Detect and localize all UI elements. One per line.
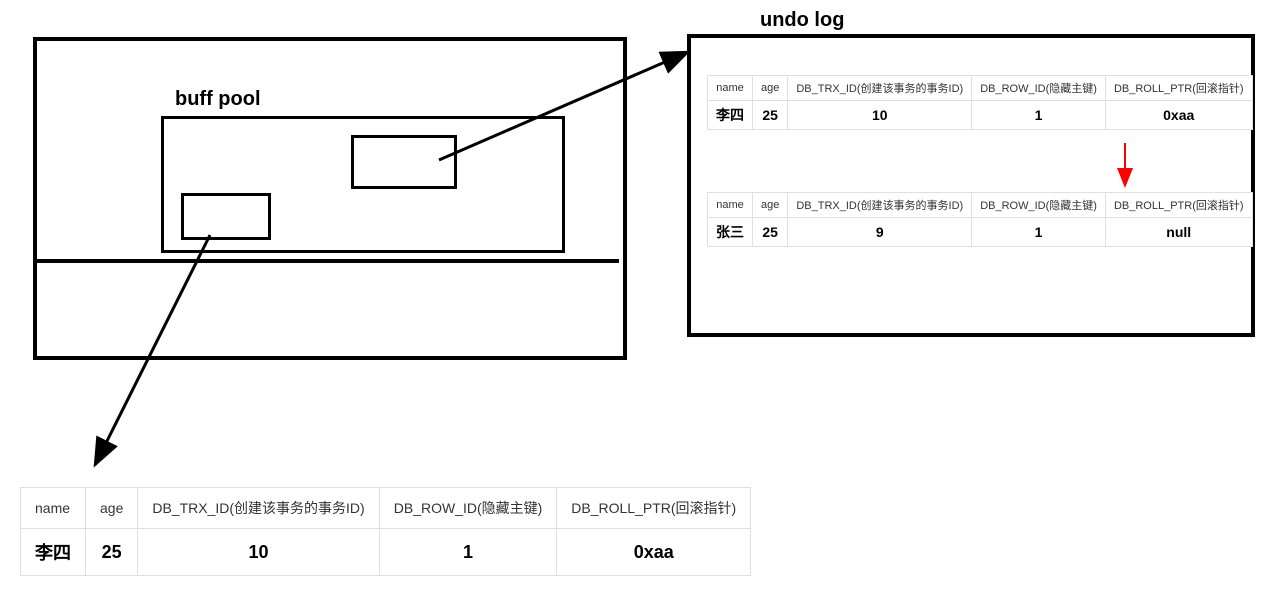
undo-table-1: name age DB_TRX_ID(创建该事务的事务ID) DB_ROW_ID…	[707, 75, 1253, 130]
table-row: 李四 25 10 1 0xaa	[708, 101, 1253, 130]
col-trxid: DB_TRX_ID(创建该事务的事务ID)	[138, 488, 379, 529]
buff-pool-label: buff pool	[175, 88, 261, 111]
cell-rollptr: 0xaa	[557, 529, 751, 576]
cell-name: 李四	[708, 101, 753, 130]
table-row: 张三 25 9 1 null	[708, 218, 1253, 247]
col-rollptr: DB_ROLL_PTR(回滚指针)	[557, 488, 751, 529]
col-rowid: DB_ROW_ID(隐藏主键)	[972, 76, 1106, 101]
col-name: name	[708, 76, 753, 101]
buff-pool-divider	[37, 259, 619, 263]
page-box-2	[181, 193, 271, 240]
undo-log-label: undo log	[760, 9, 844, 32]
col-trxid: DB_TRX_ID(创建该事务的事务ID)	[788, 76, 972, 101]
col-rowid: DB_ROW_ID(隐藏主键)	[379, 488, 557, 529]
table-row: 李四 25 10 1 0xaa	[21, 529, 751, 576]
cell-age: 25	[753, 101, 788, 130]
col-age: age	[86, 488, 138, 529]
page-box-1	[351, 135, 457, 189]
bottom-table-wrap: name age DB_TRX_ID(创建该事务的事务ID) DB_ROW_ID…	[20, 487, 751, 576]
cell-trxid: 10	[788, 101, 972, 130]
undo-log-table-1: name age DB_TRX_ID(创建该事务的事务ID) DB_ROW_ID…	[707, 75, 1253, 130]
col-rollptr: DB_ROLL_PTR(回滚指针)	[1105, 76, 1252, 101]
cell-rowid: 1	[972, 218, 1106, 247]
cell-name: 李四	[21, 529, 86, 576]
cell-age: 25	[86, 529, 138, 576]
cell-rollptr: 0xaa	[1105, 101, 1252, 130]
undo-table-2: name age DB_TRX_ID(创建该事务的事务ID) DB_ROW_ID…	[707, 192, 1253, 247]
cell-trxid: 9	[788, 218, 972, 247]
undo-log-table-2: name age DB_TRX_ID(创建该事务的事务ID) DB_ROW_ID…	[707, 192, 1253, 247]
col-rowid: DB_ROW_ID(隐藏主键)	[972, 193, 1106, 218]
cell-age: 25	[753, 218, 788, 247]
cell-rollptr: null	[1105, 218, 1252, 247]
buff-pool-row-table: name age DB_TRX_ID(创建该事务的事务ID) DB_ROW_ID…	[20, 487, 751, 576]
col-rollptr: DB_ROLL_PTR(回滚指针)	[1105, 193, 1252, 218]
cell-name: 张三	[708, 218, 753, 247]
cell-rowid: 1	[379, 529, 557, 576]
col-age: age	[753, 76, 788, 101]
cell-rowid: 1	[972, 101, 1106, 130]
cell-trxid: 10	[138, 529, 379, 576]
col-trxid: DB_TRX_ID(创建该事务的事务ID)	[788, 193, 972, 218]
col-age: age	[753, 193, 788, 218]
col-name: name	[21, 488, 86, 529]
col-name: name	[708, 193, 753, 218]
